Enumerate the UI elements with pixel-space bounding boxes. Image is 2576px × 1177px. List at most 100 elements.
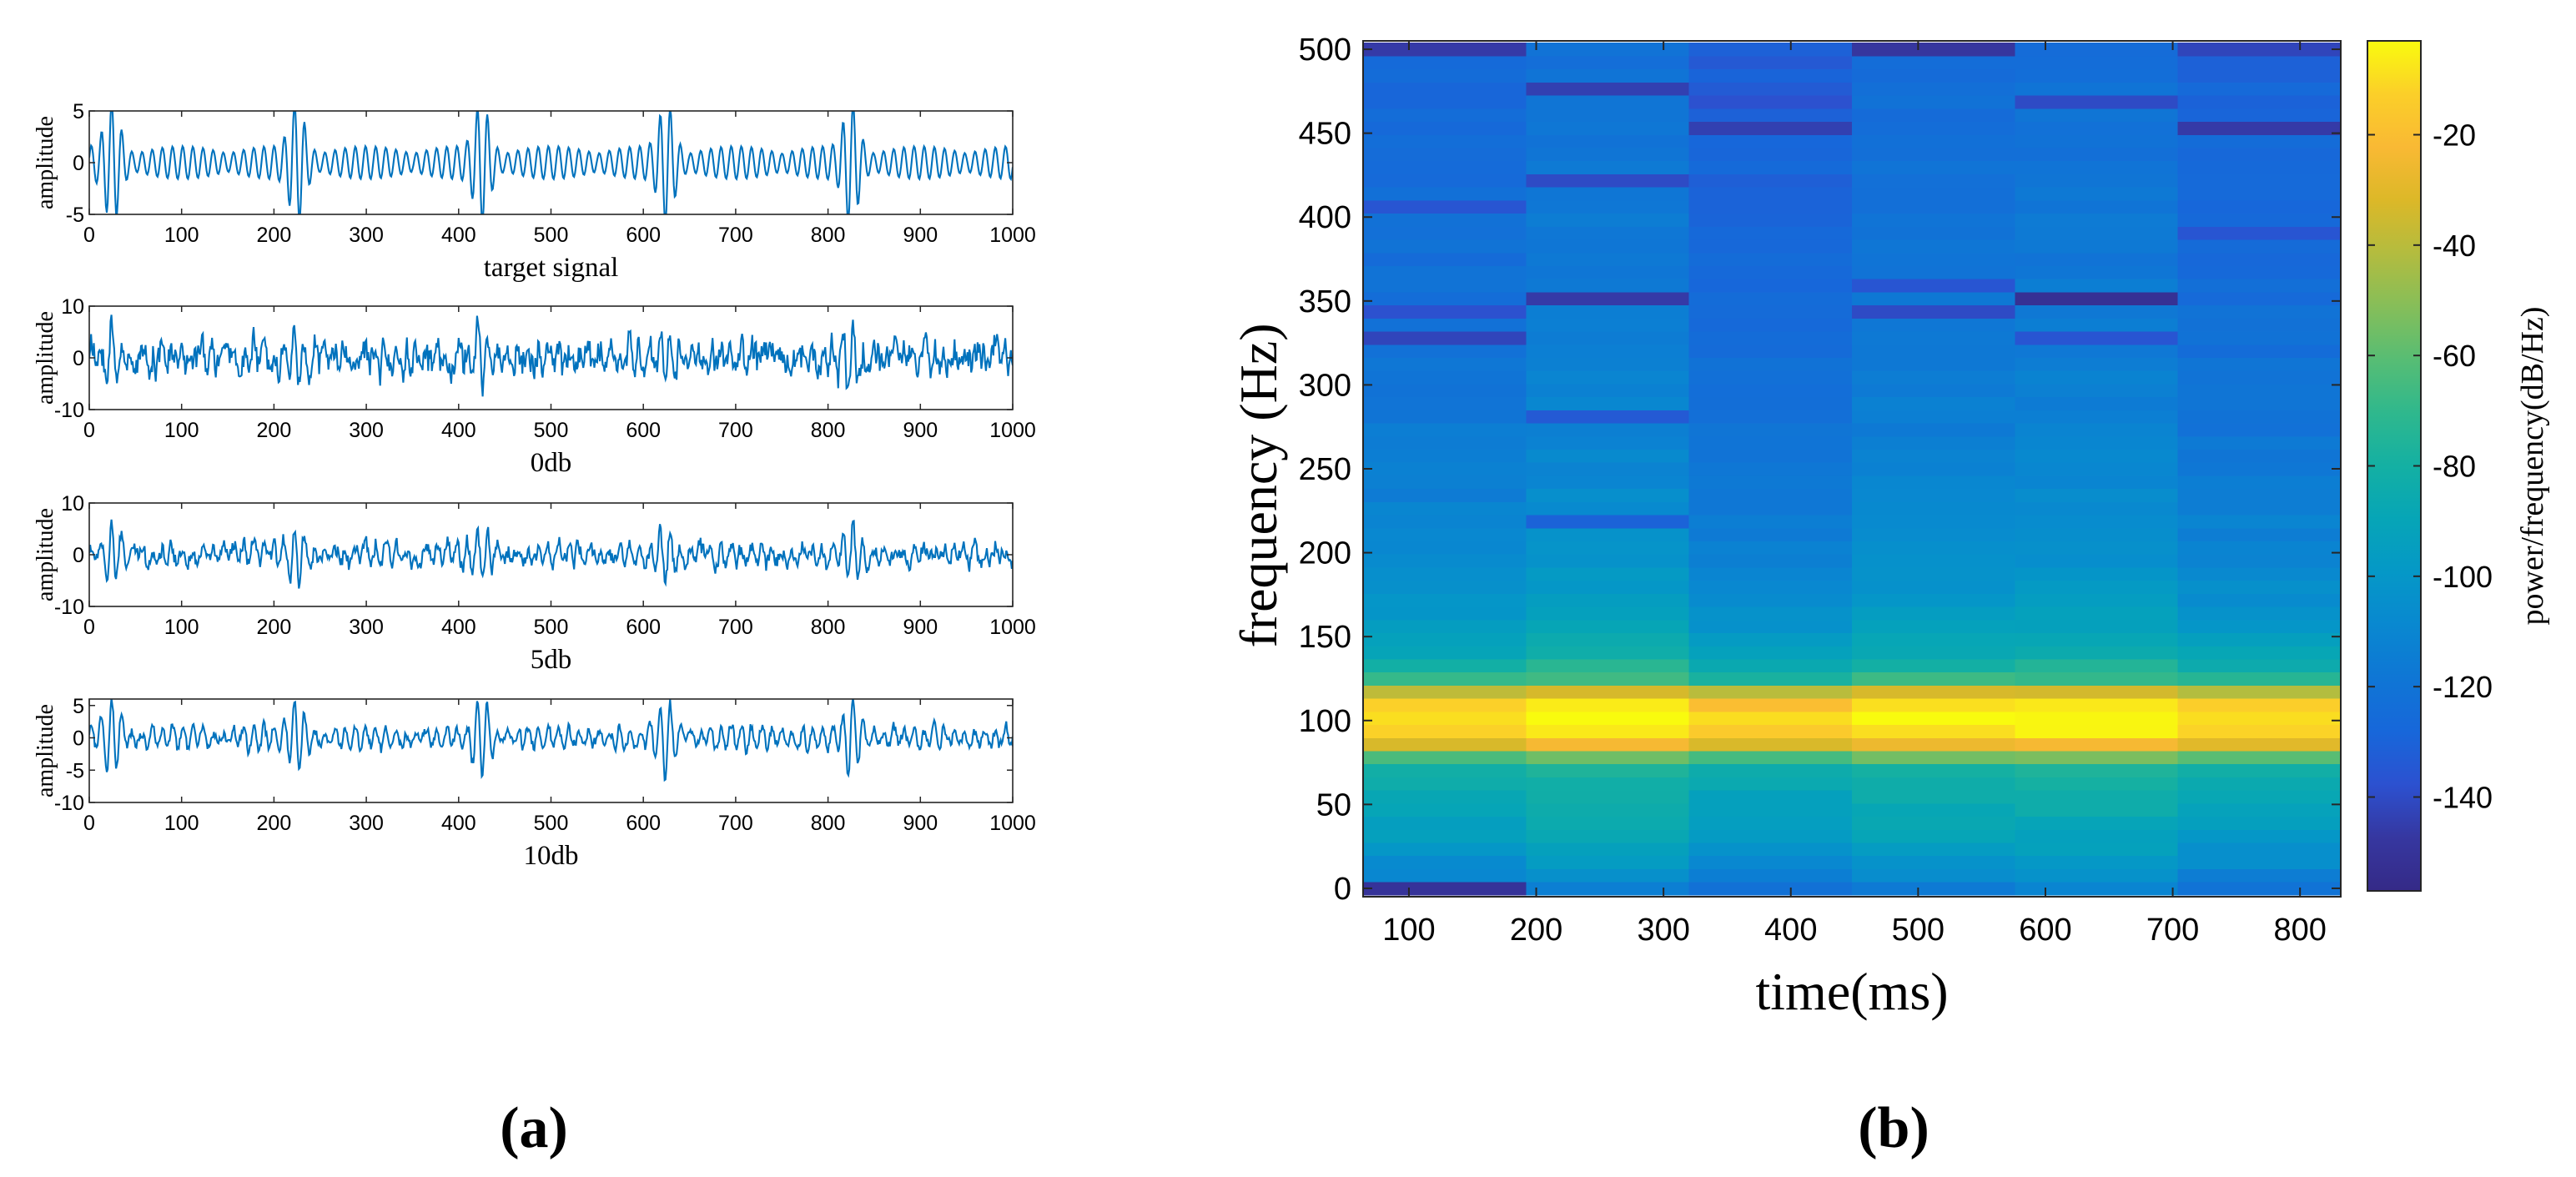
spectrogram-cell [1526,226,1690,240]
spectrogram-cell [1363,160,1527,174]
x-tick-label: 700 [718,616,753,639]
x-tick-label: 300 [349,616,384,639]
spectrogram-cell [2015,619,2179,633]
spectrogram-cell [2177,671,2342,686]
spectrogram-cell [2177,265,2342,279]
x-tick-label: 1000 [989,224,1036,247]
x-tick-label: 100 [164,224,199,247]
spectrogram-cell [1852,357,2015,371]
spectrogram-cell [2015,580,2179,594]
x-tick-label: 1000 [989,419,1036,442]
spectrogram-cell [1688,488,1853,502]
spectrogram-cell [2177,829,2342,843]
spectrogram-cell [1688,449,1853,463]
spectrogram-cell [1363,724,1527,738]
spectrogram-cell [1363,462,1527,476]
spectrogram-cell [1852,541,2015,555]
spectrogram-cell [2177,199,2342,214]
spectrogram-cell [1526,187,1690,201]
spectrogram-cell [2177,763,2342,777]
y-tick-label: 5 [73,695,84,718]
spectrogram-cell [2015,134,2179,148]
spectrogram-cell [1363,750,1527,765]
spectrogram-cell [1852,750,2015,765]
spectrogram-cell [2177,750,2342,765]
y-axis-label: amplitude [33,508,58,601]
spectrogram-cell [2177,632,2342,646]
spectrogram-cell [2177,147,2342,162]
x-tick-label: 600 [626,224,661,247]
spectrogram-cell [2015,685,2179,699]
spectrogram-cell [1852,632,2015,646]
colorbar-tick-label: -40 [2433,229,2476,263]
panel-label-a: (a) [500,1096,568,1160]
spectrogram-cell [1688,475,1853,490]
spectrogram-cell [1363,134,1527,148]
spectrogram-cell [1363,55,1527,70]
spectrogram-cell [1526,383,1690,398]
y-tick-label: -5 [66,759,84,782]
y-tick-label: 200 [1299,536,1351,571]
spectrogram-cell [2015,318,2179,332]
x-tick-label: 500 [534,224,569,247]
x-tick-label: 600 [626,812,661,835]
spectrogram-cell [1688,279,1853,293]
spectrogram-cell [2177,488,2342,502]
waveform-plot-3: 0 100 200 300 400 500 600 700 800 900 1000-100105d… [33,492,1036,675]
spectrogram-cell [1526,435,1690,450]
spectrogram-cell [1852,724,2015,738]
x-tick-label: 300 [349,812,384,835]
spectrogram-cell [1363,658,1527,673]
y-tick-label: 0 [1334,872,1351,907]
x-tick-label: 900 [903,812,938,835]
x-tick-label: 800 [811,616,846,639]
x-tick-label: 500 [534,616,569,639]
spectrogram-cell [1688,777,1853,791]
spectrogram-cell [1363,213,1527,227]
spectrogram-cell [1688,95,1853,109]
spectrogram-cell [2177,737,2342,752]
spectrogram-cell [1526,291,1690,306]
spectrogram-cell [2015,449,2179,463]
spectrogram-cell [1526,199,1690,214]
spectrogram-cell [2177,515,2342,529]
spectrogram-cell [2177,396,2342,410]
spectrogram-cell [1363,147,1527,162]
spectrogram-cell [1526,855,1690,869]
spectrogram-cell [1363,475,1527,490]
spectrogram-cell [1688,554,1853,568]
spectrogram-cell [1526,632,1690,646]
spectrogram-cell [1852,737,2015,752]
x-tick-label: 100 [1382,913,1435,948]
spectrogram-cell [1363,763,1527,777]
spectrogram-cell [1688,160,1853,174]
spectrogram-cell [2177,619,2342,633]
x-tick-label: 600 [626,419,661,442]
spectrogram-cell [1526,671,1690,686]
spectrogram-cell [1688,816,1853,830]
spectrogram-cell [2015,160,2179,174]
spectrogram-cell [1526,423,1690,437]
colorbar-scale [2367,40,2422,892]
spectrogram-cell [1363,423,1527,437]
waveform-plot-1: 0 100 200 300 400 500 600 700 800 900 1000-505targ… [33,100,1036,283]
spectrogram-cell [1526,842,1690,857]
spectrogram-cell [1688,763,1853,777]
spectrogram-cell [1363,671,1527,686]
x-tick-label: 800 [811,224,846,247]
spectrogram-cell [1852,396,2015,410]
spectrogram-cell [1526,593,1690,607]
spectrogram-cell [1363,646,1527,660]
spectrogram-cell [1852,671,2015,686]
x-tick-label: 400 [441,812,476,835]
y-axis-label: amplitude [33,116,58,209]
spectrogram-cell [1688,304,1853,319]
spectrogram-cell [2177,698,2342,712]
x-tick-label: 400 [1764,913,1817,948]
spectrogram-cell [1526,802,1690,817]
spectrogram-cell [2015,855,2179,869]
spectrogram-cell [1363,606,1527,621]
spectrogram-cell [2015,829,2179,843]
spectrogram-cell [1852,842,2015,857]
spectrogram-cell [1363,593,1527,607]
